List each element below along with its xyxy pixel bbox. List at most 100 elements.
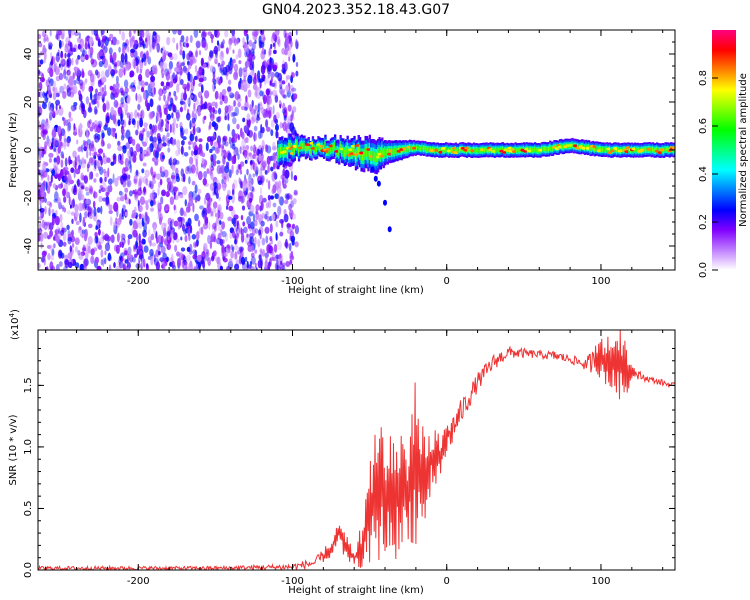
spectrogram-noise-cell (201, 103, 207, 110)
spectrogram-noise-cell (279, 121, 283, 129)
spectrogram-noise-cell (202, 213, 207, 220)
spectrogram-noise-cell (98, 92, 104, 100)
spectrogram-noise-cell (149, 248, 154, 257)
spectrogram-noise-cell (58, 261, 63, 267)
spectrogram-noise-cell (164, 222, 167, 228)
spectrogram-noise-cell (160, 119, 164, 128)
spectrogram-noise-cell (227, 123, 230, 132)
spectrogram-noise-cell (152, 173, 156, 179)
spectrogram-noise-cell (121, 214, 124, 220)
spectrogram-noise-cell (220, 44, 225, 49)
spectrogram-noise-cell (252, 213, 256, 223)
spectrogram-noise-cell (232, 112, 237, 117)
spectrogram-noise-cell (234, 263, 240, 270)
spectrogram-noise-cell (56, 52, 60, 57)
spectrogram-noise-cell (166, 231, 171, 237)
spectrogram-noise-cell (152, 64, 156, 74)
spectrogram-noise-cell (272, 152, 277, 162)
spectrogram-noise-cell (198, 49, 202, 56)
spectrogram-noise-cell (138, 178, 142, 187)
spectrogram-noise-cell (267, 264, 270, 270)
spectrogram-noise-cell (50, 52, 53, 60)
spectrogram-ytick-label: 20 (23, 96, 34, 109)
spectrogram-noise-cell (177, 257, 182, 267)
spectrogram-noise-cell (43, 145, 47, 155)
spectrogram-noise-cell (252, 61, 255, 71)
spectrogram-noise-cell (244, 151, 248, 159)
spectrogram-noise-cell (170, 180, 173, 187)
spectrogram-noise-cell (38, 70, 41, 75)
spectrogram-noise-cell (237, 48, 242, 59)
spectrogram-noise-cell (64, 258, 69, 269)
spectrogram-noise-cell (195, 158, 198, 167)
spectrogram-noise-cell (68, 111, 72, 119)
spectrogram-noise-cell (132, 229, 138, 238)
spectrogram-noise-cell (249, 204, 255, 214)
spectrogram-noise-cell (290, 250, 294, 259)
spectrogram-noise-cell (209, 121, 212, 130)
spectrogram-noise-cell (90, 79, 95, 87)
spectrogram-noise-cell (139, 95, 143, 103)
spectrogram-noise-cell (292, 198, 297, 205)
spectrogram-noise-cell (279, 218, 285, 224)
spectrogram-noise-cell (287, 104, 292, 112)
spectrogram-noise-cell (154, 36, 158, 47)
spectrogram-noise-cell (44, 141, 48, 150)
spectrogram-noise-cell (100, 30, 105, 35)
spectrogram-noise-cell (52, 86, 56, 92)
spectrogram-noise-cell (171, 264, 177, 270)
spectrogram-noise-cell (52, 127, 56, 132)
spectrogram-noise-cell (53, 157, 57, 163)
spectrogram-noise-cell (222, 137, 227, 146)
spectrogram-noise-cell (252, 35, 258, 40)
spectrogram-noise-cell (78, 32, 81, 39)
spectrogram-noise-cell (230, 61, 235, 69)
spectrogram-noise-cell (229, 105, 234, 112)
spectrogram-noise-cell (225, 47, 229, 55)
spectrogram-noise-cell (186, 246, 191, 252)
spectrogram-noise-cell (173, 204, 176, 211)
spectrogram-noise-cell (217, 209, 221, 219)
spectrogram-noise-cell (73, 185, 77, 193)
spectrogram-noise-cell (288, 203, 292, 211)
spectrogram-noise-cell (107, 252, 112, 261)
spectrogram-noise-cell (223, 176, 227, 185)
spectrogram-noise-cell (78, 182, 84, 188)
spectrogram-noise-cell (96, 100, 100, 108)
spectrogram-noise-cell (263, 94, 267, 105)
spectrogram-noise-cell (211, 37, 214, 44)
spectrogram-noise-cell (85, 191, 90, 196)
spectrogram-noise-cell (157, 34, 161, 43)
spectrogram-noise-cell (265, 254, 268, 262)
spectrogram-noise-cell (157, 113, 161, 122)
spectrogram-noise-cell (232, 117, 237, 125)
spectrogram-noise-cell (127, 237, 130, 246)
spectrogram-noise-cell (255, 166, 259, 175)
spectrogram-noise-cell (68, 121, 72, 132)
spectrogram-noise-cell (63, 69, 67, 80)
spectrogram-noise-cell (267, 164, 270, 174)
spectrogram-noise-cell (248, 39, 253, 47)
spectrogram-noise-cell (199, 205, 204, 210)
spectrogram-tail-cell (383, 199, 387, 206)
spectrogram-noise-cell (42, 91, 46, 98)
spectrogram-noise-cell (137, 93, 142, 104)
spectrogram-noise-cell (149, 98, 154, 108)
spectrogram-noise-cell (236, 38, 239, 45)
spectrogram-noise-cell (44, 206, 47, 215)
spectrogram-noise-cell (101, 86, 105, 93)
spectrogram-noise-cell (58, 39, 62, 49)
spectrogram-noise-cell (121, 208, 124, 217)
spectrogram-noise-cell (290, 194, 293, 200)
spectrogram-noise-cell (176, 42, 179, 51)
spectrogram-noise-cell (269, 257, 272, 267)
spectrogram-noise-cell (219, 100, 223, 106)
spectrogram-noise-cell (190, 122, 196, 128)
spectrogram-noise-cell (180, 247, 186, 252)
spectrogram-noise-cell (49, 111, 53, 121)
spectrogram-noise-cell (139, 117, 144, 128)
spectrogram-noise-cell (273, 162, 276, 170)
spectrogram-noise-cell (258, 254, 262, 260)
spectrogram-noise-cell (204, 90, 210, 99)
spectrogram-noise-cell (147, 33, 152, 38)
